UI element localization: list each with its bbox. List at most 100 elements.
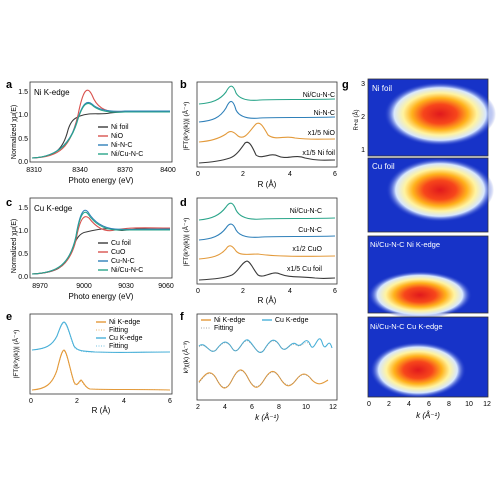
panel-a-ylabel: Normalized χμ(E) [11,105,18,159]
panel-a-ytick-0: 0.0 [18,159,28,166]
panel-e-legend-3: Fitting [109,343,128,350]
panel-c-curve-cuo [31,216,171,275]
panel-c-xlabel: Photo energy (eV) [69,292,134,301]
panel-g-map-cu-k-edge: Ni/Cu-N-C Cu K-edge [367,316,489,398]
panel-f-legend-1: Cu K-edge [275,317,309,324]
panel-g-xtick-4: 8 [447,401,451,408]
panel-e-legend-0: Ni K-edge [109,319,140,326]
panel-d-xlabel: R (Å) [258,296,277,305]
panel-e: e |FT(k³χ(k))| (Å⁻⁴) R (Å) 0 2 4 6 Ni K-… [6,311,173,415]
panel-e-frame [29,313,173,395]
panel-a-legend-0: Ni foil [111,124,129,131]
panel-g-xtick-6: 12 [483,401,491,408]
panel-a-xtick-1: 8340 [72,167,88,174]
panel-b: b |FT(k³χ(k))| (Å⁻⁴) R (Å) 0 2 4 6 Ni/Cu… [180,79,338,189]
panel-f-xtick-4: 10 [302,404,310,411]
panel-d-curve-cu-n-c [198,223,336,241]
panel-b-ylabel: |FT(k³χ(k))| (Å⁻⁴) [181,102,190,151]
panel-a-curve-ni-foil [31,110,171,159]
panel-f-xtick-3: 8 [277,404,281,411]
panel-letter-c: c [6,197,12,209]
panel-d-xtick-2: 4 [288,288,292,295]
panel-d-ylabel: |FT(k³χ(k))| (Å⁻⁴) [181,218,190,267]
panel-e-xtick-2: 4 [122,398,126,405]
panel-b-xtick-0: 0 [196,171,200,178]
panel-g-xtick-0: 0 [367,401,371,408]
panel-e-curve-cu-k-edge [31,321,171,353]
panel-b-label-2: x1/5 NiO [308,130,336,137]
panel-g-xtick-5: 10 [465,401,473,408]
panel-d-curve-cu-foil [198,260,336,281]
panel-d-frame [196,197,338,285]
panel-d: d |FT(k³χ(k))| (Å⁻⁴) R (Å) 0 2 4 6 Ni/Cu… [180,197,338,305]
panel-a-frame [29,81,173,163]
panel-a-curve-ni-n-c [31,101,170,159]
panel-d-xtick-0: 0 [196,288,200,295]
panel-a-legend-1: NiO [111,133,124,140]
panel-g-map-ni-foil: Ni foil [367,78,496,157]
panel-f-legend-0: Ni K-edge [214,317,245,324]
panel-g-map-label-3: Ni/Cu-N-C Cu K-edge [370,322,443,331]
panel-b-curve-ni-cu-n-c [198,85,336,105]
panel-a-curve-ni-cu-n-c [31,102,170,159]
panel-d-xtick-1: 2 [241,288,245,295]
panel-f-xlabel: k (Å⁻¹) [255,413,279,422]
panel-c-legend-1: CuO [111,249,126,256]
panel-a-xtick-3: 8400 [160,167,176,174]
panel-c-curve-ni-cu-n-c [31,211,170,275]
panel-g-xtick-3: 6 [427,401,431,408]
panel-c: c Cu K-edge Normalized χμ(E) Photo energ… [6,197,174,301]
panel-c-legend-3: Ni/Cu-N-C [111,267,143,274]
panel-d-label-0: Ni/Cu-N-C [290,208,322,215]
panel-f-frame [196,313,338,401]
panel-e-ylabel: |FT(k³χ(k))| (Å⁻⁴) [11,330,20,379]
panel-b-xtick-2: 4 [288,171,292,178]
panel-f-curve-ni-fit [198,370,313,388]
panel-d-curve-ni-cu-n-c [198,202,336,221]
panel-e-curve-cu-fit [31,322,171,353]
panel-b-curve-ni-n-c [198,100,336,123]
panel-c-xtick-1: 9000 [76,283,92,290]
panel-a-ytick-3: 1.5 [18,89,28,96]
panel-b-label-3: x1/5 Ni foil [302,150,335,157]
panel-g-map-cu-foil: Cu foil [367,157,494,233]
panel-e-xtick-3: 6 [168,398,172,405]
panel-letter-e: e [6,311,12,323]
panel-f-xtick-5: 12 [329,404,337,411]
panel-a-curve-nio [31,89,171,159]
panel-c-frame [29,197,173,279]
panel-g-ytick-3: 3 [361,81,365,88]
panel-f-curve-cu-fit [198,340,311,353]
panel-e-legend-2: Cu K-edge [109,335,143,342]
panel-e-xlabel: R (Å) [92,406,111,415]
panel-f: f k³χ(k) (Å⁻³) k (Å⁻¹) 2 4 6 8 10 12 Ni … [180,311,338,422]
panel-a-xtick-2: 8370 [117,167,133,174]
panel-g-ylabel: R+α (Å) [353,110,360,131]
panel-f-xtick-1: 4 [223,404,227,411]
panel-letter-f: f [180,311,184,323]
panel-c-ytick-2: 1.0 [18,228,28,235]
panel-c-ytick-1: 0.5 [18,251,28,258]
panel-g-map-label-0: Ni foil [372,84,392,93]
panel-a-legend-3: Ni/Cu-N-C [111,151,143,158]
panel-a-xtick-0: 8310 [26,167,42,174]
panel-f-ylabel: k³χ(k) (Å⁻³) [181,341,190,373]
panel-c-ytick-0: 0.0 [18,274,28,281]
panel-g-xtick-1: 2 [387,401,391,408]
panel-f-curve-cu-k-edge [198,338,333,353]
panel-g-map-ni-k-edge: Ni/Cu-N-C Ni K-edge [367,235,489,319]
panel-f-xtick-2: 6 [250,404,254,411]
panel-e-curve-ni-k-edge [31,349,171,391]
panel-g-ytick-1: 1 [361,147,365,154]
panel-a: a Ni K-edge Normalized χμ(E) Photo energ… [6,79,176,185]
panel-f-xtick-0: 2 [196,404,200,411]
panel-d-xtick-3: 6 [333,288,337,295]
panel-d-curve-cuo [198,245,336,260]
panel-g: g Ni foil Cu foil Ni/Cu-N-C Ni K-edge Ni… [342,78,496,420]
panel-d-label-3: x1/5 Cu foil [287,266,322,273]
panel-c-xtick-2: 9030 [118,283,134,290]
panel-b-curve-ni-foil [198,141,336,164]
panel-c-legend-2: Cu-N-C [111,258,135,265]
panel-b-frame [196,81,338,168]
panel-b-xlabel: R (Å) [258,180,277,189]
